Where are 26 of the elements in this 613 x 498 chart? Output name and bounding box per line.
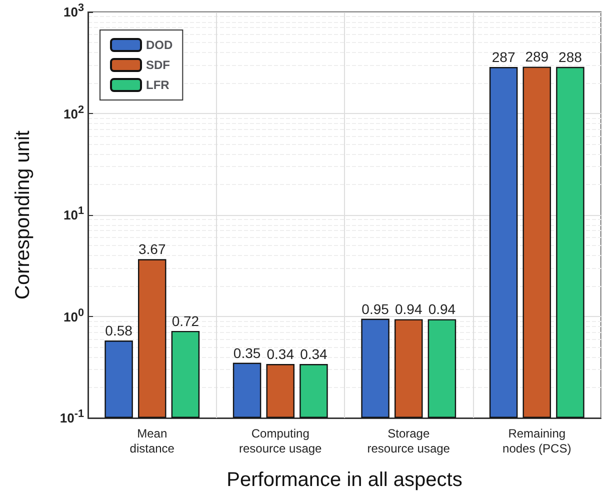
x-tick-label: Computing resource usage [239, 426, 322, 456]
y-axis-title: Corresponding unit [12, 130, 34, 300]
data-label: 288 [558, 48, 582, 65]
data-label: 0.35 [233, 344, 261, 361]
data-label: 287 [492, 49, 516, 66]
legend-label: LFR [146, 78, 170, 92]
y-tick-label: 10$^{2}$ [64, 102, 84, 121]
y-tick-label: 10$^{0}$ [64, 306, 84, 324]
x-tick-label: Remaining nodes (PCS) [502, 426, 572, 456]
data-label: 0.58 [105, 322, 133, 339]
data-label: 0.94 [428, 301, 456, 318]
y-tick-label: 10$^{-1}$ [60, 407, 84, 426]
x-axis-title: Performance in all aspects [226, 469, 462, 491]
y-tick-label: 10$^{1}$ [64, 204, 84, 222]
data-label: 0.94 [395, 301, 422, 318]
data-label: 289 [525, 48, 549, 65]
data-label: 0.95 [362, 300, 390, 317]
legend-label: DOD [146, 38, 173, 52]
x-tick-label: Storage resource usage [367, 426, 450, 456]
data-label: 0.34 [266, 346, 294, 362]
data-label: 3.67 [138, 241, 166, 258]
y-tick-label: 10$^{3}$ [64, 1, 84, 20]
x-tick-label: Mean distance [130, 426, 175, 456]
data-label: 0.72 [172, 312, 200, 329]
legend-label: SDF [146, 58, 170, 72]
data-label: 0.34 [300, 346, 328, 362]
